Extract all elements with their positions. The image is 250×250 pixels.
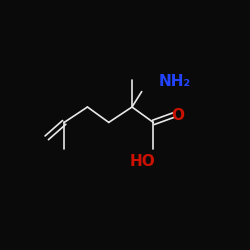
Text: NH₂: NH₂: [158, 74, 190, 88]
Text: HO: HO: [130, 154, 156, 169]
Text: O: O: [171, 108, 184, 123]
